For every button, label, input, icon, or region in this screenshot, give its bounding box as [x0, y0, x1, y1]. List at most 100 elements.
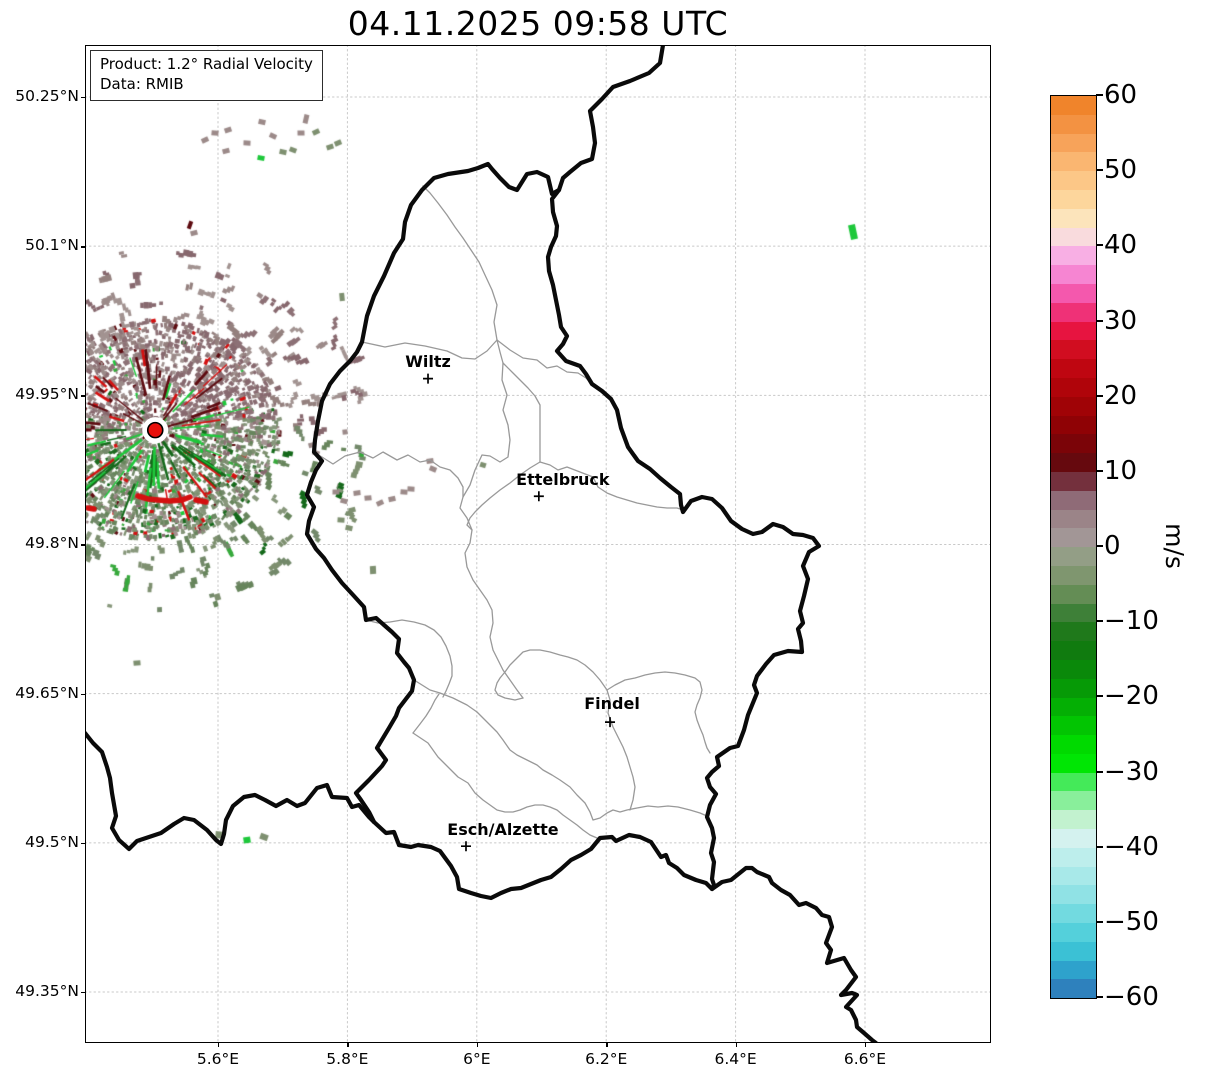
colorbar-tick-label: −60: [1104, 982, 1159, 1012]
colorbar-tick-mark: [1096, 244, 1103, 247]
colorbar-band: [1051, 829, 1096, 848]
colorbar-band: [1051, 359, 1096, 378]
product-line: Product: 1.2° Radial Velocity: [100, 55, 313, 73]
city-label: Esch/Alzette: [447, 820, 559, 840]
colorbar-band: [1051, 678, 1096, 698]
colorbar-band: [1051, 246, 1096, 266]
colorbar-band: [1051, 735, 1096, 754]
colorbar-gradient: [1050, 95, 1097, 999]
y-tick-label: 49.65°N: [15, 683, 79, 702]
colorbar-band: [1051, 96, 1096, 115]
y-tick-label: 50.25°N: [15, 87, 79, 105]
colorbar-tick-label: 0: [1104, 531, 1121, 561]
colorbar-band: [1051, 171, 1096, 190]
colorbar-tick-label: 60: [1104, 80, 1138, 110]
colorbar-band: [1051, 659, 1096, 679]
colorbar-band: [1051, 490, 1096, 510]
colorbar-tick-label: 50: [1104, 155, 1138, 186]
colorbar-band: [1051, 415, 1096, 435]
x-tick-label: 6.6°E: [843, 1050, 887, 1068]
colorbar-band: [1051, 791, 1096, 811]
colorbar-band: [1051, 265, 1096, 284]
colorbar-unit-label: m/s: [1160, 523, 1190, 569]
colorbar-band: [1051, 923, 1096, 942]
x-tick-mark: [606, 1043, 608, 1047]
colorbar-tick-mark: [1096, 469, 1103, 472]
y-tick-label: 50.1°N: [25, 236, 79, 255]
colorbar-band: [1051, 904, 1096, 924]
colorbar-band: [1051, 772, 1096, 792]
city-marker: [605, 717, 616, 728]
colorbar-band: [1051, 321, 1096, 341]
colorbar-tick-mark: [1096, 319, 1103, 322]
colorbar-band: [1051, 847, 1096, 867]
y-tick-label: 49.35°N: [15, 981, 79, 1000]
colorbar-band: [1051, 509, 1096, 529]
colorbar-tick-mark: [1096, 169, 1103, 172]
x-tick-mark: [218, 1043, 220, 1047]
colorbar-band: [1051, 622, 1096, 642]
figure-title: 04.11.2025 09:58 UTC: [347, 4, 729, 43]
city-label: Findel: [584, 694, 640, 714]
colorbar-band: [1051, 302, 1096, 322]
colorbar-band: [1051, 547, 1096, 566]
colorbar-band: [1051, 565, 1096, 585]
colorbar-tick-mark: [1096, 920, 1103, 923]
y-tick-mark: [81, 97, 85, 99]
product-info-box: Product: 1.2° Radial Velocity Data: RMIB: [90, 50, 323, 101]
x-tick-mark: [347, 1043, 349, 1047]
data-source-line: Data: RMIB: [100, 75, 184, 94]
colorbar-band: [1051, 283, 1096, 303]
x-tick-label: 6°E: [463, 1050, 491, 1068]
colorbar-band: [1051, 434, 1096, 454]
colorbar-band: [1051, 453, 1096, 472]
y-tick-mark: [81, 246, 85, 248]
colorbar-band: [1051, 133, 1096, 153]
colorbar-band: [1051, 753, 1096, 773]
city-marker: [533, 491, 544, 502]
city-label: Ettelbruck: [516, 470, 610, 490]
colorbar-band: [1051, 227, 1096, 247]
x-tick-label: 5.6°E: [196, 1050, 240, 1068]
city-label: Wiltz: [405, 351, 451, 371]
colorbar-tick-label: −40: [1104, 831, 1159, 862]
colorbar-band: [1051, 528, 1096, 548]
colorbar-tick-label: 10: [1104, 455, 1138, 486]
colorbar-band: [1051, 603, 1096, 623]
colorbar-band: [1051, 114, 1096, 134]
radar-velocity-field: [85, 45, 991, 1043]
colorbar-band: [1051, 960, 1096, 980]
colorbar-band: [1051, 377, 1096, 397]
colorbar-band: [1051, 697, 1096, 717]
colorbar-band: [1051, 885, 1096, 905]
colorbar-tick-mark: [1096, 770, 1103, 773]
colorbar-tick-label: 40: [1104, 230, 1138, 261]
y-tick-label: 49.95°N: [15, 385, 79, 404]
colorbar-tick-label: −10: [1104, 606, 1159, 637]
colorbar-band: [1051, 716, 1096, 736]
radar-site-dot: [146, 421, 164, 439]
colorbar-band: [1051, 941, 1096, 961]
colorbar-tick-mark: [1096, 94, 1103, 96]
y-tick-mark: [81, 544, 85, 546]
y-tick-mark: [81, 842, 85, 845]
x-tick-mark: [865, 1043, 867, 1047]
y-tick-label: 49.8°N: [25, 534, 79, 553]
y-tick-mark: [81, 693, 85, 696]
x-tick-label: 6.4°E: [714, 1050, 757, 1068]
colorbar-tick-mark: [1096, 394, 1103, 397]
colorbar-tick-label: 30: [1104, 305, 1138, 336]
colorbar-band: [1051, 340, 1096, 360]
x-tick-mark: [735, 1043, 737, 1047]
colorbar-band: [1051, 471, 1096, 491]
colorbar-tick-mark: [1096, 545, 1103, 547]
y-tick-mark: [81, 395, 85, 397]
x-tick-mark: [476, 1043, 479, 1047]
colorbar-tick-mark: [1096, 695, 1103, 698]
city-marker: [460, 841, 471, 852]
colorbar-tick-label: −30: [1104, 756, 1159, 787]
colorbar-tick-mark: [1096, 996, 1103, 998]
colorbar-band: [1051, 810, 1096, 830]
x-tick-label: 5.8°E: [326, 1050, 369, 1068]
